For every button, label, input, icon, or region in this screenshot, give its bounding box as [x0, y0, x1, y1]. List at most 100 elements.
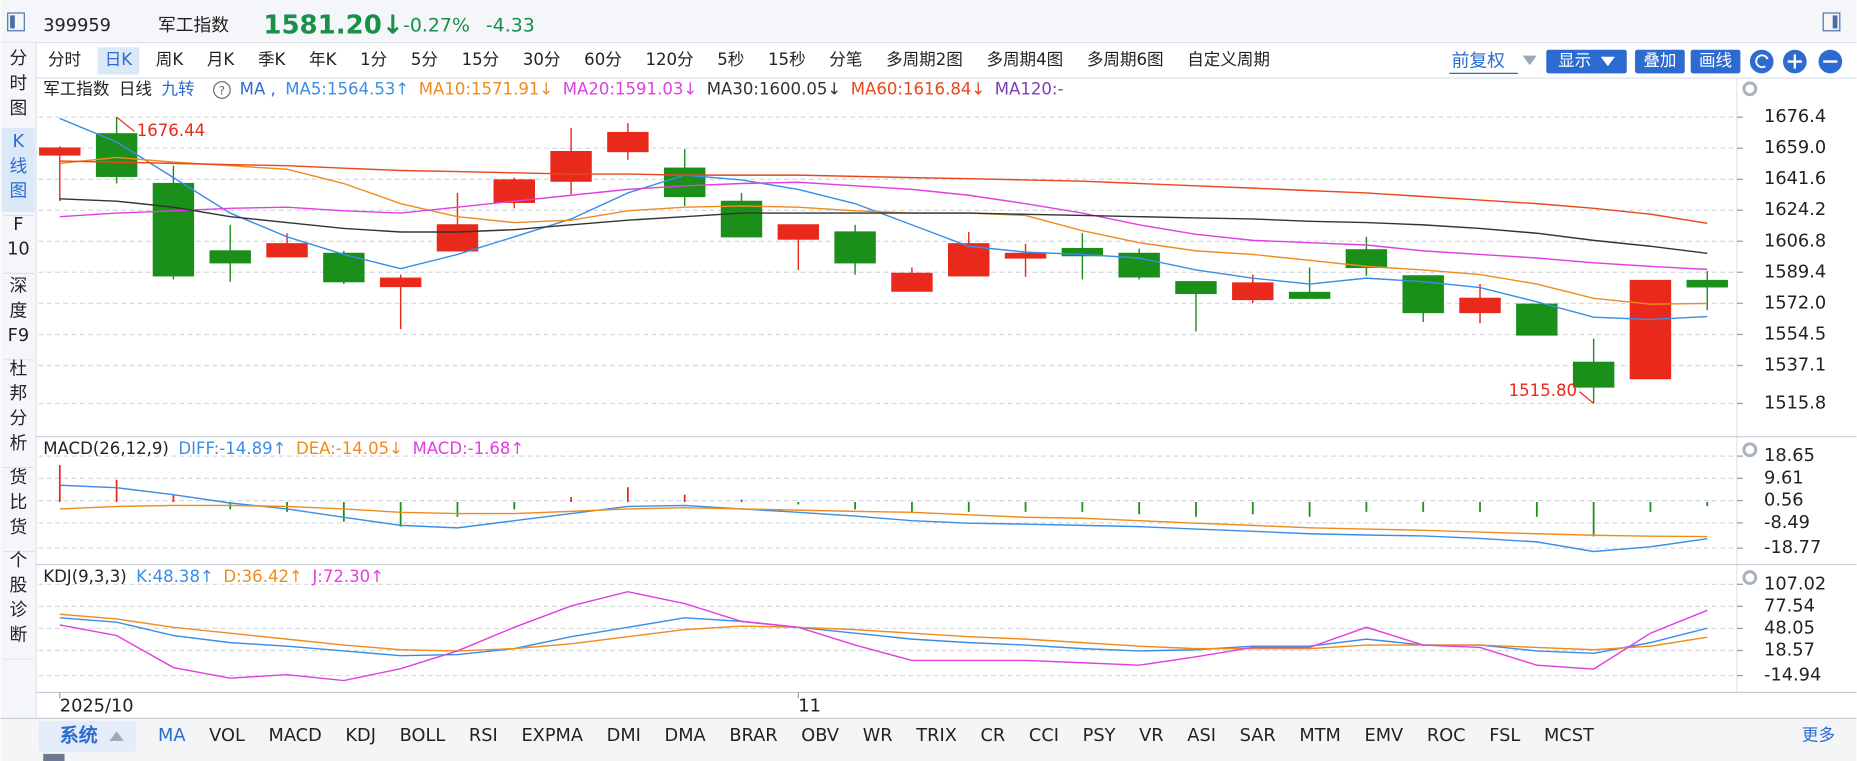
period-tab[interactable]: 30分 [523, 50, 561, 69]
period-tab[interactable]: 多周期2图 [886, 50, 963, 69]
panel-toggle[interactable] [1822, 12, 1841, 32]
indicator-tab[interactable]: MACD [269, 726, 322, 746]
overlay-button[interactable] [1635, 49, 1685, 74]
indicator-tab[interactable]: ASI [1187, 726, 1216, 746]
period-tab[interactable]: 季K [258, 50, 287, 69]
period-tab[interactable]: 周K [156, 50, 185, 69]
candle-body [1288, 291, 1331, 299]
legend-entry: DEA:-14.05↓ [296, 439, 403, 458]
sidebar-tab-label[interactable]: 线 [9, 156, 27, 177]
indicator-tab[interactable]: KDJ [345, 726, 376, 746]
sidebar-tab-label[interactable]: 图 [9, 99, 27, 119]
help-icon[interactable] [213, 81, 231, 99]
candle-body [720, 200, 763, 238]
sidebar-tab-label[interactable]: 分 [9, 408, 27, 429]
sidebar-toggle[interactable] [7, 12, 25, 32]
y-tick-label: -8.49 [1764, 513, 1810, 533]
reset-button[interactable] [1749, 49, 1774, 74]
indicator-tab[interactable]: PSY [1083, 726, 1116, 746]
settings-icon[interactable] [1742, 570, 1758, 585]
sidebar-tab-label[interactable]: 个 [9, 550, 27, 571]
candle-body [891, 272, 933, 292]
y-tick-label: 0.56 [1764, 491, 1804, 511]
legend-entry: DIFF:-14.89↑ [178, 439, 286, 458]
sidebar-tab-label[interactable]: 货 [9, 467, 27, 488]
indicator-tab[interactable]: VOL [209, 726, 245, 746]
settings-icon[interactable] [1742, 81, 1758, 97]
indicator-tab[interactable]: CR [981, 726, 1006, 746]
dropdown-arrow [1600, 56, 1615, 67]
indicator-tab[interactable]: MTM [1299, 726, 1340, 746]
indicator-tab[interactable]: VR [1139, 726, 1163, 746]
change-amount: -4.33 [486, 15, 535, 37]
draw-button[interactable] [1690, 49, 1741, 74]
candle-body [209, 250, 251, 264]
sidebar-tab-label[interactable]: 股 [9, 576, 27, 596]
indicator-tab[interactable]: MCST [1544, 726, 1594, 746]
annotation-label: 1676.44 [137, 121, 205, 140]
sidebar-tab-label[interactable]: 比 [9, 492, 27, 513]
indicator-tab[interactable]: TRIX [915, 726, 957, 746]
y-tick-label: 1515.8 [1764, 393, 1826, 413]
sidebar-tab-label[interactable]: F [13, 215, 23, 235]
sidebar-tab-label[interactable]: F9 [8, 326, 30, 346]
y-tick-label: 1624.2 [1764, 200, 1826, 220]
indicator-tab[interactable]: ROC [1427, 726, 1466, 746]
sidebar-tab-label[interactable]: 析 [9, 433, 27, 454]
period-tab[interactable]: 60分 [584, 50, 622, 69]
sidebar-tab-label[interactable]: 时 [9, 73, 27, 94]
indicator-tab[interactable]: RSI [469, 726, 498, 746]
sidebar-tab-label[interactable]: 图 [9, 182, 27, 202]
period-tab[interactable]: 5分 [411, 50, 438, 69]
candle-body [1118, 252, 1160, 278]
indicator-tab[interactable]: DMA [665, 726, 706, 746]
period-tab[interactable]: 5秒 [717, 50, 744, 69]
indicator-tab[interactable]: EMV [1365, 726, 1404, 746]
period-tab[interactable]: 120分 [645, 50, 693, 69]
sidebar-tab-label[interactable]: 10 [7, 240, 30, 260]
indicator-tab[interactable]: OBV [801, 726, 839, 746]
series-line [59, 117, 1708, 321]
indicator-tab[interactable]: FSL [1489, 726, 1520, 746]
period-tab[interactable]: 年K [309, 50, 338, 69]
sidebar-tab-label[interactable]: 度 [9, 300, 27, 321]
indicator-tab[interactable]: SAR [1240, 726, 1276, 746]
candle-body [436, 224, 479, 252]
indicator-tab[interactable]: BOLL [400, 726, 446, 746]
change-percent: -0.27% [403, 15, 470, 37]
sidebar-tab-label[interactable]: 货 [9, 517, 27, 538]
sidebar-tab-label[interactable]: 诊 [9, 600, 27, 621]
indicator-tab[interactable]: DMI [607, 726, 641, 746]
settings-icon[interactable] [1742, 442, 1758, 458]
more-tab[interactable]: 更多 [1802, 726, 1835, 745]
period-tab[interactable]: 分笔 [829, 50, 862, 69]
series-line [59, 181, 1708, 271]
legend-entry: MA120:- [995, 79, 1064, 98]
sidebar-tab-label[interactable]: 杜 [9, 358, 27, 379]
indicator-tab[interactable]: CCI [1029, 726, 1059, 746]
period-tab[interactable]: 多周期6图 [1087, 50, 1164, 69]
period-tab[interactable]: 15秒 [768, 50, 806, 69]
indicator-tab[interactable]: EXPMA [521, 726, 583, 746]
adjust-mode[interactable]: 前复权 [1452, 51, 1506, 72]
period-tab[interactable]: 分时 [48, 50, 81, 69]
sidebar-tab-label[interactable]: 断 [9, 625, 27, 646]
period-tab[interactable]: 15分 [462, 50, 500, 69]
indicator-tab[interactable]: WR [863, 726, 893, 746]
sidebar-tab-label[interactable]: K [13, 132, 26, 152]
legend-entry: D:36.42↑ [223, 567, 303, 586]
indicator-tab[interactable]: MA [158, 726, 185, 746]
period-tab[interactable]: 自定义周期 [1187, 50, 1270, 69]
indicator-tab[interactable]: BRAR [729, 726, 777, 746]
period-tab[interactable]: 月K [207, 50, 236, 69]
sidebar-tab-label[interactable]: 深 [9, 275, 27, 296]
period-tab[interactable]: 1分 [360, 50, 387, 69]
period-tab[interactable]: 多周期4图 [986, 50, 1063, 69]
period-tab[interactable]: 日K [105, 50, 134, 69]
display-button[interactable] [1546, 49, 1627, 74]
y-tick-label: 1589.4 [1764, 262, 1826, 282]
sidebar-tab-label[interactable]: 分 [9, 48, 27, 69]
sidebar-tab-label[interactable]: 邦 [9, 383, 27, 404]
legend-entry: MA20:1591.03↓ [563, 79, 698, 98]
